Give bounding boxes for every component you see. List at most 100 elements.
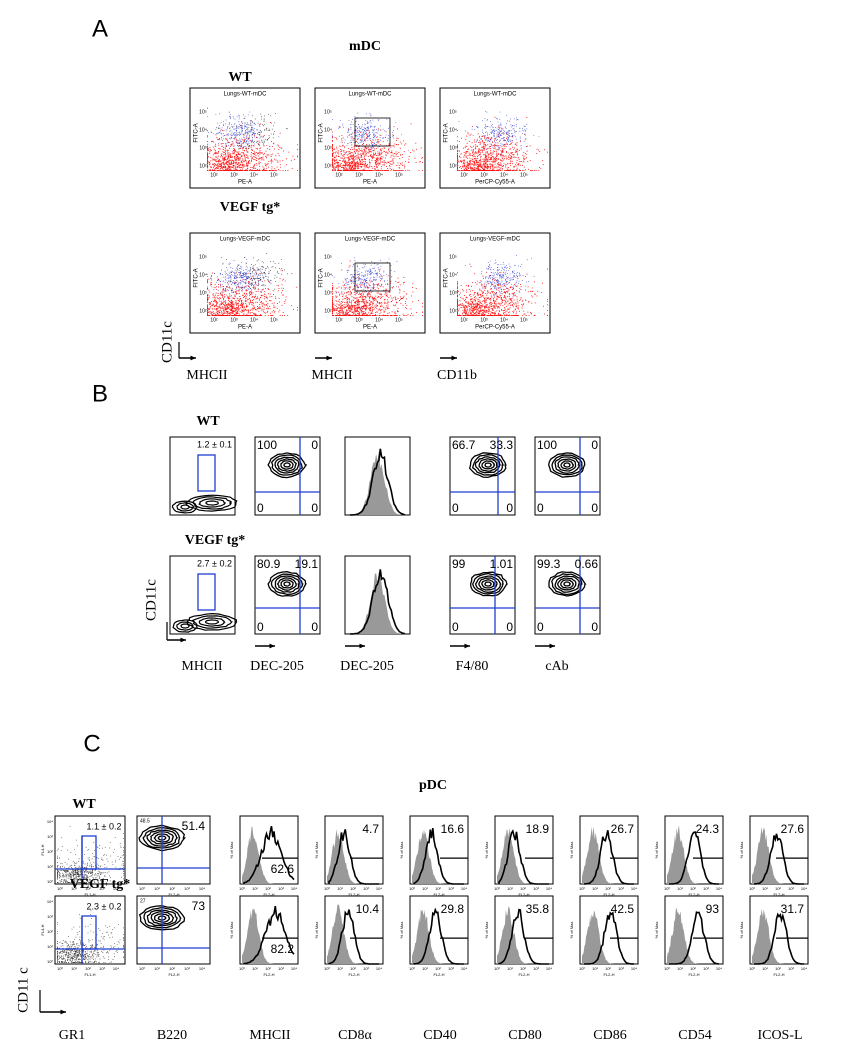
event-dot [259, 299, 260, 300]
event-dot [405, 161, 406, 162]
event-dot [340, 127, 341, 128]
event-dot [356, 166, 357, 167]
event-dot [231, 124, 232, 125]
event-dot [268, 138, 269, 139]
event-dot [508, 135, 509, 136]
event-dot [506, 115, 507, 116]
event-dot [376, 142, 377, 143]
event-dot [235, 283, 236, 284]
event-dot [378, 120, 379, 121]
event-dot [242, 143, 243, 144]
event-dot [498, 122, 499, 123]
event-dot [224, 307, 225, 308]
event-dot [344, 157, 345, 158]
event-dot [241, 302, 242, 303]
event-dot [256, 315, 257, 316]
event-dot [237, 170, 238, 171]
event-dot [496, 167, 497, 168]
event-dot [260, 277, 261, 278]
event-dot [257, 270, 258, 271]
event-dot [353, 170, 354, 171]
event-dot [344, 168, 345, 169]
event-dot [267, 311, 268, 312]
event-dot [259, 169, 260, 170]
event-dot [461, 154, 462, 155]
event-dot [388, 170, 389, 171]
event-dot [254, 133, 255, 134]
tick-label: 10⁵ [270, 172, 278, 178]
event-dot [352, 165, 353, 166]
event-dot [207, 304, 208, 305]
event-dot [396, 165, 397, 166]
event-dot [221, 270, 222, 271]
event-dot [210, 163, 211, 164]
event-dot [252, 132, 253, 133]
event-dot [217, 297, 218, 298]
event-dot [341, 140, 342, 141]
event-dot [208, 156, 209, 157]
event-dot [221, 163, 222, 164]
event-dot [229, 307, 230, 308]
event-dot [241, 161, 242, 162]
event-dot [397, 128, 398, 129]
event-dot [381, 135, 382, 136]
event-dot [514, 130, 515, 131]
event-dot [333, 159, 334, 160]
event-dot [270, 270, 271, 271]
event-dot [508, 137, 509, 138]
event-dot [238, 132, 239, 133]
event-dot [517, 170, 518, 171]
event-dot [264, 119, 265, 120]
event-dot [393, 170, 394, 171]
event-dot [474, 142, 475, 143]
event-dot [230, 167, 231, 168]
event-dot [260, 291, 261, 292]
event-dot [213, 141, 214, 142]
event-dot [472, 158, 473, 159]
event-dot [237, 293, 238, 294]
event-dot [264, 124, 265, 125]
event-dot [271, 162, 272, 163]
event-dot [380, 137, 381, 138]
event-dot [254, 146, 255, 147]
event-dot [345, 160, 346, 161]
event-dot [368, 128, 369, 129]
event-dot [410, 152, 411, 153]
event-dot [231, 138, 232, 139]
event-dot [259, 152, 260, 153]
event-dot [502, 168, 503, 169]
event-dot [374, 133, 375, 134]
event-dot [207, 294, 208, 295]
event-dot [233, 315, 234, 316]
event-dot [376, 170, 377, 171]
event-dot [485, 118, 486, 119]
event-dot [248, 312, 249, 313]
event-dot [219, 138, 220, 139]
event-dot [359, 130, 360, 131]
event-dot [248, 282, 249, 283]
event-dot [239, 145, 240, 146]
event-dot [222, 291, 223, 292]
event-dot [217, 168, 218, 169]
event-dot [379, 164, 380, 165]
event-dot [463, 165, 464, 166]
event-dot [515, 136, 516, 137]
event-dot [221, 122, 222, 123]
event-dot [227, 270, 228, 271]
event-dot [342, 124, 343, 125]
event-dot [472, 164, 473, 165]
event-dot [457, 140, 458, 141]
event-dot [223, 288, 224, 289]
event-dot [240, 125, 241, 126]
event-dot [257, 278, 258, 279]
event-dot [253, 166, 254, 167]
event-dot [218, 315, 219, 316]
event-dot [226, 162, 227, 163]
event-dot [271, 280, 272, 281]
event-dot [332, 165, 333, 166]
event-dot [219, 301, 220, 302]
event-dot [365, 128, 366, 129]
event-dot [210, 160, 211, 161]
event-dot [511, 153, 512, 154]
event-dot [386, 152, 387, 153]
